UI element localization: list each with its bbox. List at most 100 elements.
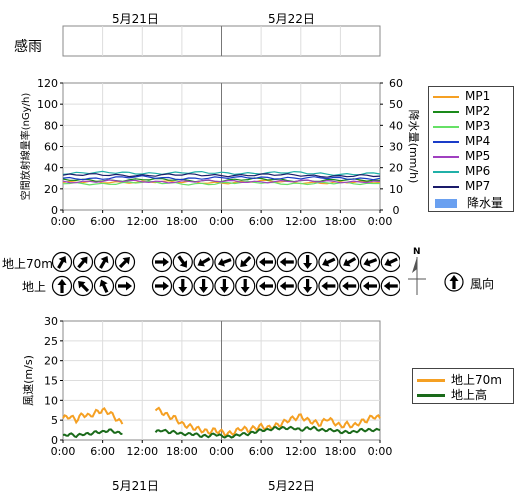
y-tick-label: 80 (44, 119, 58, 132)
y2-tick-label: 10 (389, 183, 403, 196)
series-line-wind-70m (154, 406, 381, 437)
wind-dir-arrow (363, 281, 377, 291)
legend-swatch (433, 140, 459, 143)
wind-dir-arrow (155, 281, 169, 291)
series-line-wind-ground (154, 425, 381, 439)
wind-dir-arrow-icon (380, 251, 400, 273)
dose-legend: MP1 MP2 MP3 MP4 MP5 MP6 MP7 降水量 (428, 86, 514, 212)
wind-dir-arrow (240, 255, 252, 267)
wind-dir-arrow-icon (359, 251, 381, 273)
wind-dir-arrow (343, 257, 357, 267)
x-tick-label: 0:00 (51, 445, 76, 458)
x-tick-label: 0:00 (368, 445, 393, 458)
wind-dir-arrow (77, 256, 88, 269)
y-tick-label: 20 (44, 355, 58, 368)
legend-swatch (433, 155, 459, 158)
wind-dir-arrow (177, 255, 188, 268)
wind-dir-arrow (99, 279, 109, 294)
wind-dir-arrow (197, 257, 211, 267)
x-tick-label: 6:00 (249, 445, 274, 458)
wind-dir-arrow-icon (359, 275, 381, 297)
y-tick-label: 25 (44, 335, 58, 348)
date-label-day1-top: 5月21日 (112, 12, 159, 26)
wind-dir-arrow-icon (235, 275, 256, 297)
dose-rate-chart: 0 20 40 60 80 100 120 0 10 20 30 40 50 60 0:00 6:00 12:0… (19, 77, 421, 228)
wind-dir-arrow-icon (51, 275, 73, 297)
y2-tick-label: 30 (389, 141, 403, 154)
x-tick-label: 0:00 (368, 215, 393, 228)
dose-legend-item: MP2 (433, 104, 490, 119)
wind-dir-arrow (57, 279, 67, 293)
wind-dir-arrow (363, 258, 378, 267)
wind-dir-row-label-lower: 地上 (22, 280, 47, 294)
x-tick-label: 12:00 (126, 215, 158, 228)
dose-legend-item: MP7 (433, 179, 490, 194)
wind-dir-arrow-icon (72, 251, 94, 273)
wind-legend-item: 地上70m (417, 371, 502, 387)
wind-dir-arrow (178, 279, 188, 293)
y-tick-label: 100 (37, 98, 58, 111)
wind-dir-arrow (199, 279, 209, 293)
legend-label: MP6 (465, 164, 491, 178)
date-label-day2-bottom: 5月22日 (268, 479, 315, 493)
dose-legend-item: MP5 (433, 149, 490, 164)
wind-dir-arrow (240, 279, 250, 293)
wind-dir-arrow (279, 281, 294, 291)
wind-dir-arrow-icon (297, 275, 318, 297)
wind-dir-arrow-icon (235, 251, 256, 273)
wind-dir-arrow-icon (255, 251, 277, 273)
legend-label: MP7 (465, 179, 491, 193)
wind-dir-arrow-icon (72, 275, 94, 297)
legend-label: 地上高 (451, 388, 488, 402)
series-line-mp5 (62, 179, 381, 184)
wind-dir-arrow-icon (93, 275, 115, 297)
wind-dir-arrow (321, 281, 336, 291)
y-tick-label: 20 (44, 183, 58, 196)
legend-swatch (433, 185, 459, 188)
north-indicator-icon: N (408, 247, 426, 295)
y-tick-label: 5 (51, 414, 58, 427)
dose-legend-item: MP4 (433, 134, 490, 149)
wind-dir-arrow (99, 255, 109, 269)
wind-legend-label: 風向 (470, 277, 495, 291)
x-tick-label: 12:00 (285, 215, 317, 228)
x-tick-label: 18:00 (166, 445, 198, 458)
dose-legend-item: MP3 (433, 119, 490, 134)
wind-dir-arrow (118, 281, 132, 291)
x-tick-label: 18:00 (325, 445, 357, 458)
y-tick-label: 60 (44, 141, 58, 154)
wind-dir-arrow-icon (339, 275, 360, 297)
wind-dir-arrow-icon (151, 275, 173, 297)
wind-dir-arrow-icon (193, 251, 214, 273)
legend-swatch (417, 379, 445, 382)
legend-label: MP3 (465, 119, 491, 133)
x-tick-label: 0:00 (209, 445, 234, 458)
y-tick-label: 10 (44, 394, 58, 407)
wind-dir-arrow (322, 257, 336, 267)
legend-label: 降水量 (467, 196, 504, 210)
legend-label: 地上70m (451, 373, 502, 387)
wind-dir-arrow-icon (339, 251, 360, 273)
wind-dir-arrow-icon (114, 275, 136, 297)
y-axis-label: 風速(m/s) (22, 355, 35, 406)
wind-dir-arrow-icon (214, 275, 235, 297)
y2-axis-label: 降水量(mm/h) (407, 110, 421, 184)
wind-dir-arrow (303, 255, 313, 269)
wind-legend-item: 地上高 (417, 386, 488, 402)
wind-dir-arrow-icon (151, 251, 173, 273)
dose-legend-item: MP6 (433, 164, 490, 179)
series-line-wind-ground (62, 428, 123, 439)
y2-tick-label: 40 (389, 119, 403, 132)
wind-dir-arrow-icon (114, 251, 136, 273)
series-line-mp4 (62, 175, 381, 181)
series-line-wind-70m (62, 407, 124, 425)
dose-legend-item: MP1 (433, 89, 490, 104)
x-tick-label: 18:00 (325, 215, 357, 228)
series-line-mp7 (62, 173, 381, 178)
rain-sensor-strip (62, 25, 381, 57)
wind-dir-arrow (279, 257, 294, 267)
wind-dir-arrow-icon (380, 275, 400, 297)
wind-legend-icon (444, 272, 464, 292)
wind-dir-arrow (383, 281, 398, 291)
legend-swatch (433, 110, 459, 113)
